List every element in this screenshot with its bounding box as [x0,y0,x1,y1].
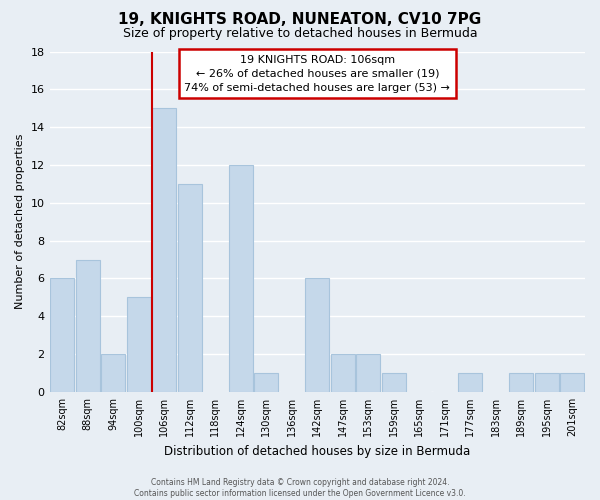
Bar [254,373,278,392]
Bar [356,354,380,392]
Bar [535,373,559,392]
Bar [152,108,176,392]
Text: Contains HM Land Registry data © Crown copyright and database right 2024.
Contai: Contains HM Land Registry data © Crown c… [134,478,466,498]
Bar [127,298,151,392]
Bar [331,354,355,392]
Bar [178,184,202,392]
Y-axis label: Number of detached properties: Number of detached properties [15,134,25,310]
Bar [382,373,406,392]
Bar [76,260,100,392]
Bar [305,278,329,392]
X-axis label: Distribution of detached houses by size in Bermuda: Distribution of detached houses by size … [164,444,470,458]
Bar [229,165,253,392]
Bar [509,373,533,392]
Bar [101,354,125,392]
Bar [50,278,74,392]
Text: 19 KNIGHTS ROAD: 106sqm
← 26% of detached houses are smaller (19)
74% of semi-de: 19 KNIGHTS ROAD: 106sqm ← 26% of detache… [184,55,450,93]
Text: Size of property relative to detached houses in Bermuda: Size of property relative to detached ho… [122,28,478,40]
Bar [458,373,482,392]
Bar [560,373,584,392]
Text: 19, KNIGHTS ROAD, NUNEATON, CV10 7PG: 19, KNIGHTS ROAD, NUNEATON, CV10 7PG [118,12,482,28]
